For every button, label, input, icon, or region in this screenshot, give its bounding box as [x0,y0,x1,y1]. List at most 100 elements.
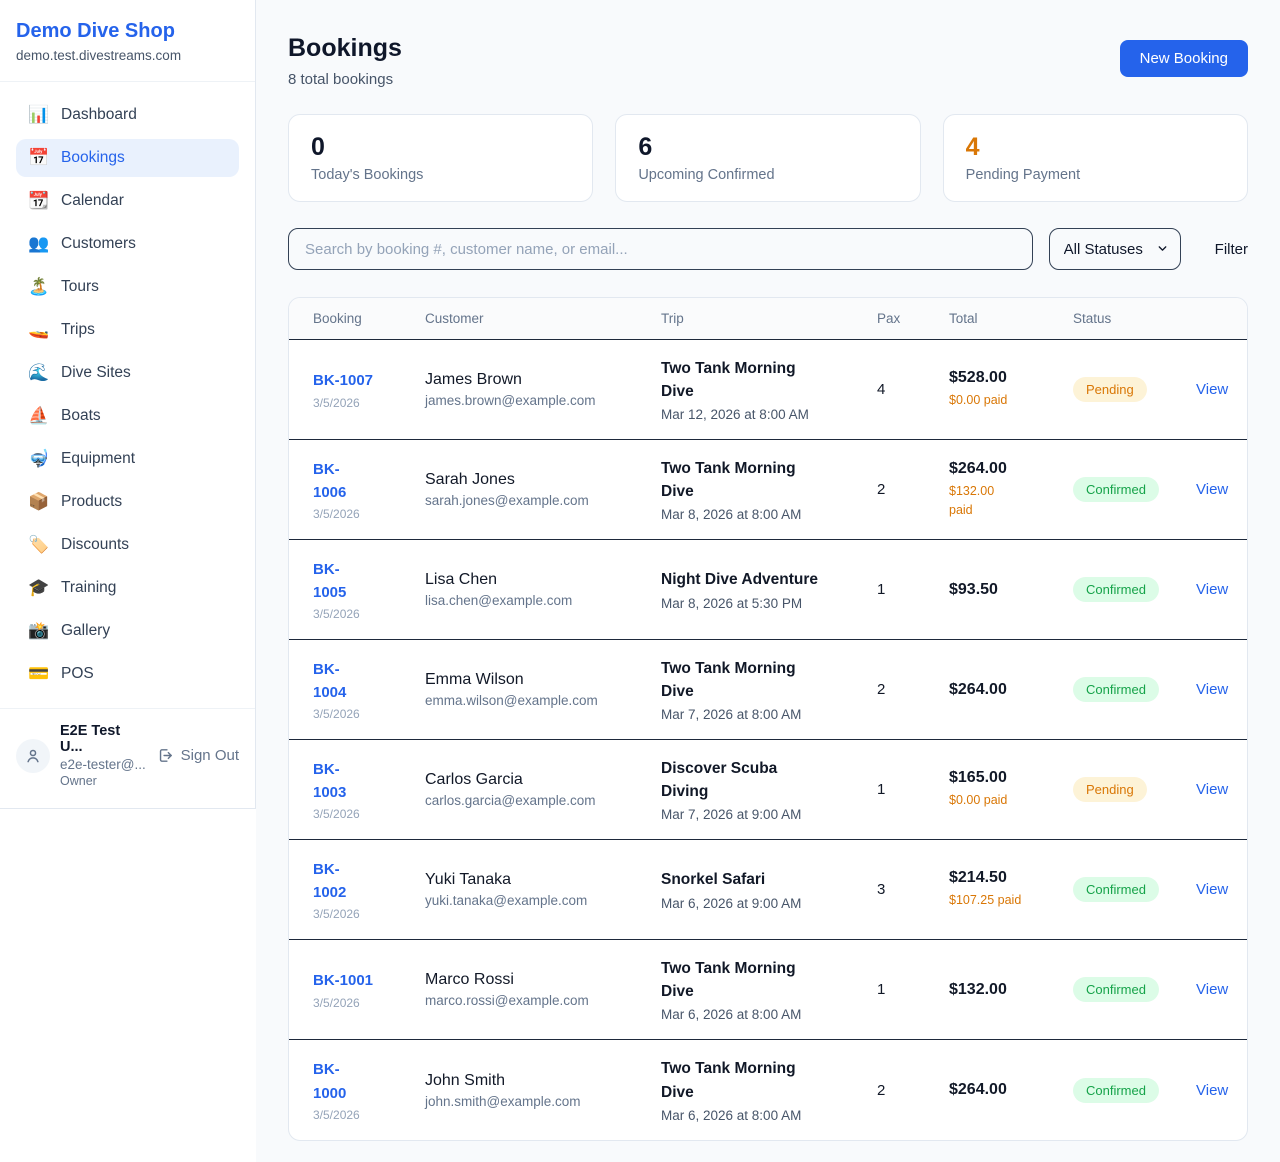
status-filter-select[interactable]: All Statuses [1048,228,1181,270]
col-header-pax: Pax [877,311,901,326]
customer-name: Yuki Tanaka [425,871,511,888]
table-row: BK- 1006 3/5/2026 Sarah Jones sarah.jone… [289,440,1247,540]
page-title: Bookings [288,34,402,62]
sidebar-item-label: Boats [61,407,101,424]
booking-id-link[interactable]: BK-1001 [313,972,374,990]
view-link[interactable]: View [1196,781,1229,798]
booking-id-link[interactable]: BK- 1000 [313,1061,347,1102]
pax-count: 3 [877,881,886,898]
stat-card-pending-payment: 4 Pending Payment [942,114,1248,202]
stat-label: Pending Payment [965,167,1081,183]
camera-flash-icon: 📸 [28,621,50,640]
pax-count: 2 [877,1081,886,1099]
booking-date: 3/5/2026 [313,807,360,822]
stat-value: 0 [311,133,325,161]
pax-count: 1 [877,581,886,598]
trip-datetime: Mar 6, 2026 at 8:00 AM [661,1107,802,1123]
customer-email: james.brown@example.com [425,393,596,408]
booking-id-link[interactable]: BK- 1004 [313,660,347,701]
sidebar-item-label: Dashboard [61,106,137,123]
status-badge: Confirmed [1073,877,1159,902]
paid-amount: $0.00 paid [949,393,1008,408]
view-link[interactable]: View [1196,581,1229,598]
sidebar-item-bookings[interactable]: 📅 Bookings [16,139,239,177]
trip-name: Discover Scuba Diving [661,759,778,800]
trip-name: Two Tank Morning Dive [661,1060,796,1101]
total-amount: $264.00 [949,680,1007,698]
sidebar-item-customers[interactable]: 👥 Customers [16,225,239,263]
stats-cards: 0 Today's Bookings 6 Upcoming Confirmed … [288,114,1248,202]
search-input[interactable] [288,228,1033,270]
col-header-total: Total [949,311,978,326]
booking-id-link[interactable]: BK- 1005 [313,560,347,601]
stat-value: 6 [638,133,653,161]
sidebar-item-label: Bookings [61,149,125,166]
booking-id-link[interactable]: BK- 1003 [313,760,347,801]
sign-out-button[interactable]: Sign Out [157,747,239,764]
trip-datetime: Mar 8, 2026 at 8:00 AM [661,507,802,523]
logout-icon [159,749,172,762]
booking-date: 3/5/2026 [313,907,360,922]
sidebar-item-label: Equipment [61,450,136,467]
stat-value: 4 [965,133,980,161]
sidebar-item-gallery[interactable]: 📸 Gallery [16,612,239,650]
booking-id-link[interactable]: BK- 1002 [313,860,347,901]
col-header-customer: Customer [425,311,484,326]
customer-email: marco.rossi@example.com [425,993,589,1008]
booking-id-link[interactable]: BK-1007 [313,372,374,390]
trip-name: Two Tank Morning Dive [661,459,796,500]
pax-count: 1 [877,781,886,798]
sidebar-item-products[interactable]: 📦 Products [16,483,239,521]
sailboat-icon: ⛵ [28,406,50,425]
table-row: BK- 1000 3/5/2026 John Smith john.smith@… [289,1040,1247,1140]
view-link[interactable]: View [1196,881,1229,898]
sidebar-item-dive-sites[interactable]: 🌊 Dive Sites [16,354,239,392]
table-row: BK- 1005 3/5/2026 Lisa Chen lisa.chen@ex… [289,540,1247,640]
bar-chart-icon: 📊 [28,105,50,124]
sidebar-item-label: POS [61,665,94,682]
view-link[interactable]: View [1196,981,1229,998]
sidebar-item-dashboard[interactable]: 📊 Dashboard [16,96,239,134]
sidebar-item-calendar[interactable]: 📆 Calendar [16,182,239,220]
wave-icon: 🌊 [28,363,50,382]
sidebar-item-discounts[interactable]: 🏷️ Discounts [16,526,239,564]
customer-name: Lisa Chen [425,571,498,588]
status-badge: Confirmed [1073,577,1159,602]
view-link[interactable]: View [1196,681,1229,698]
sidebar-item-label: Calendar [61,192,124,209]
sidebar-item-label: Dive Sites [61,364,131,381]
customer-name: Carlos Garcia [425,771,523,788]
new-booking-button[interactable]: New Booking [1119,40,1248,77]
customer-email: emma.wilson@example.com [425,693,598,708]
total-amount: $165.00 [949,769,1007,787]
sidebar-item-equipment[interactable]: 🤿 Equipment [16,440,239,478]
sidebar-item-label: Discounts [61,536,130,553]
customer-name: Emma Wilson [425,671,524,688]
paid-amount: $0.00 paid [949,793,1008,808]
booking-id-link[interactable]: BK- 1006 [313,460,347,501]
view-link[interactable]: View [1196,481,1229,498]
sidebar-item-trips[interactable]: 🚤 Trips [16,311,239,349]
view-link[interactable]: View [1196,381,1229,398]
customer-name: Sarah Jones [425,471,515,488]
table-row: BK- 1002 3/5/2026 Yuki Tanaka yuki.tanak… [289,840,1247,940]
filter-bar: All Statuses Filter [288,228,1248,270]
pax-count: 4 [877,381,886,398]
person-icon [27,749,39,762]
filter-button[interactable]: Filter [1214,240,1248,258]
label-tag-icon: 🏷️ [28,535,50,554]
stat-card-upcoming-confirmed: 6 Upcoming Confirmed [615,114,921,202]
shop-name: Demo Dive Shop [16,20,175,42]
total-amount: $264.00 [949,460,1007,478]
status-badge: Confirmed [1073,477,1159,502]
sidebar-item-label: Products [61,493,123,510]
speedboat-icon: 🚤 [28,320,50,339]
sidebar-nav: 📊 Dashboard 📅 Bookings 📆 Calendar 👥 Cust… [0,82,255,708]
sidebar-item-tours[interactable]: 🏝️ Tours [16,268,239,306]
view-link[interactable]: View [1196,1081,1229,1099]
customer-email: lisa.chen@example.com [425,593,573,608]
total-amount: $93.50 [949,580,998,598]
sidebar-item-pos[interactable]: 💳 POS [16,655,239,693]
sidebar-item-boats[interactable]: ⛵ Boats [16,397,239,435]
sidebar-item-training[interactable]: 🎓 Training [16,569,239,607]
